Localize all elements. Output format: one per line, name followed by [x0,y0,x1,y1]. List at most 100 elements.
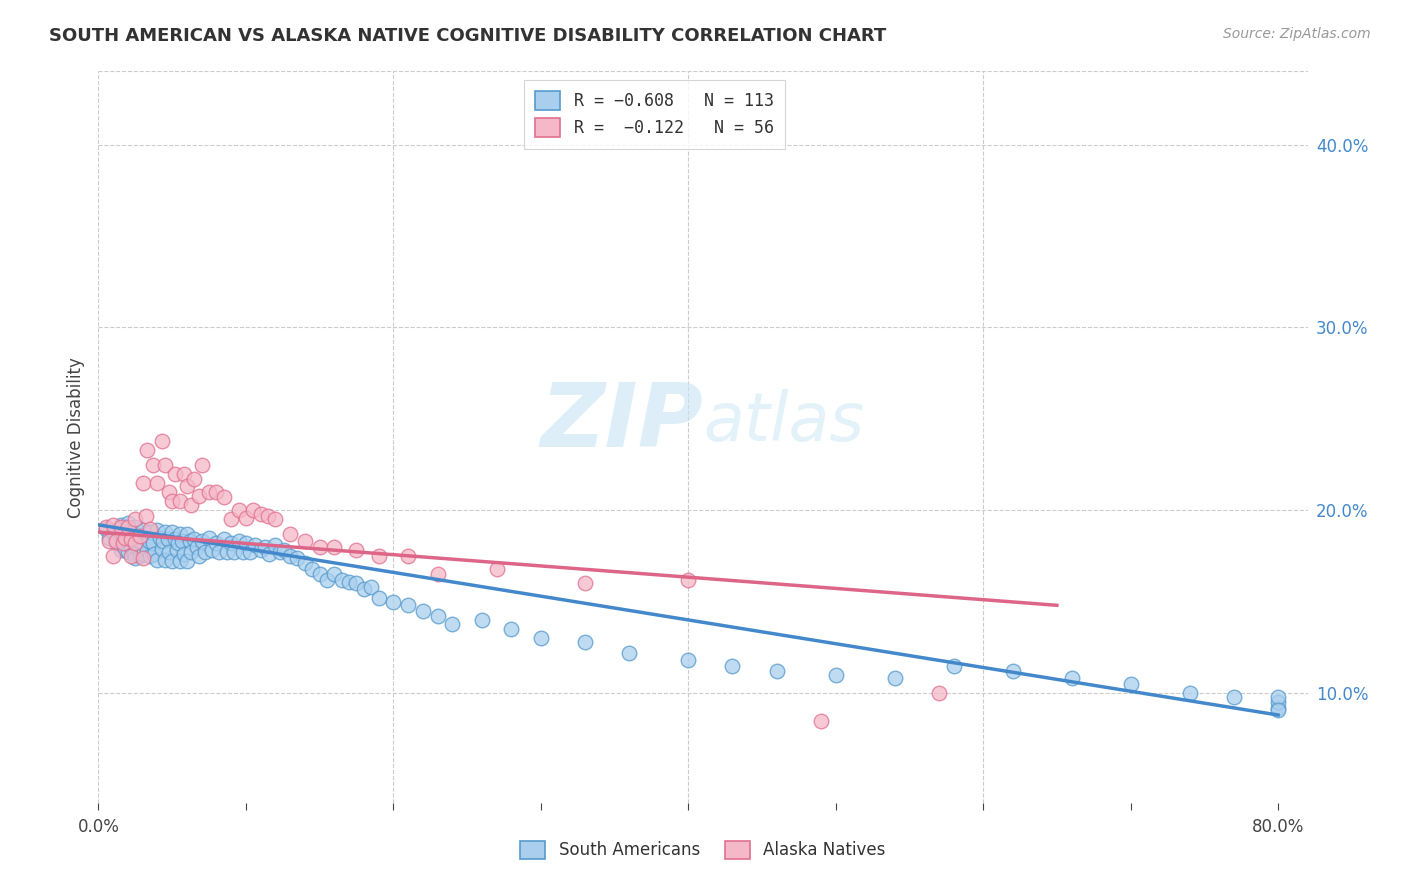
Point [142,458,165,472]
Point [146,552,169,566]
Point [112,529,135,543]
Point [301,562,323,576]
Point [169,527,191,541]
Point [273,543,295,558]
Point [678,573,700,587]
Point [165,467,187,481]
Point [337,574,360,589]
Point [316,573,339,587]
Point [249,543,271,558]
Point [128,534,150,549]
Text: Source: ZipAtlas.com: Source: ZipAtlas.com [1223,27,1371,41]
Point [157,485,180,500]
Point [101,525,124,540]
Point [1178,686,1201,700]
Point [142,536,165,550]
Point [264,538,287,552]
Point [160,525,183,540]
Point [183,533,205,547]
Point [249,507,271,521]
Point [167,536,190,550]
Point [382,594,405,608]
Point [222,545,245,559]
Point [232,545,254,559]
Point [212,491,235,505]
Point [186,540,208,554]
Point [150,434,173,448]
Point [121,533,143,547]
Point [574,635,596,649]
Point [173,547,195,561]
Point [150,541,173,556]
Point [278,527,301,541]
Point [169,494,191,508]
Point [146,475,169,490]
Point [117,519,139,533]
Point [471,613,494,627]
Point [308,567,330,582]
Point [131,524,153,538]
Point [1060,672,1083,686]
Point [278,549,301,563]
Text: atlas: atlas [703,390,865,456]
Point [124,550,146,565]
Point [157,545,180,559]
Point [176,479,198,493]
Point [810,714,832,728]
Legend: South Americans, Alaska Natives: South Americans, Alaska Natives [512,832,894,868]
Point [323,540,346,554]
Point [173,467,195,481]
Point [942,658,965,673]
Point [530,632,553,646]
Point [149,531,172,545]
Point [208,545,231,559]
Point [131,547,153,561]
Point [360,580,382,594]
Point [194,545,217,559]
Point [117,516,139,530]
Point [242,503,264,517]
Point [396,599,419,613]
Point [239,545,262,559]
Point [254,540,277,554]
Point [160,494,183,508]
Text: SOUTH AMERICAN VS ALASKA NATIVE COGNITIVE DISABILITY CORRELATION CHART: SOUTH AMERICAN VS ALASKA NATIVE COGNITIV… [49,27,886,45]
Point [172,534,194,549]
Point [97,534,120,549]
Point [128,549,150,563]
Point [883,672,905,686]
Point [824,667,846,681]
Point [127,529,149,543]
Point [235,536,257,550]
Point [721,658,744,673]
Point [396,549,419,563]
Point [308,540,330,554]
Point [105,536,128,550]
Point [139,521,162,535]
Point [259,547,281,561]
Point [139,549,162,563]
Point [127,541,149,556]
Point [153,458,176,472]
Point [574,576,596,591]
Point [198,485,221,500]
Point [183,472,205,486]
Point [187,489,209,503]
Point [219,536,242,550]
Point [1267,700,1289,714]
Point [1267,702,1289,716]
Point [180,545,202,559]
Point [412,604,434,618]
Point [138,534,160,549]
Point [146,524,169,538]
Point [205,485,228,500]
Point [101,549,124,563]
Point [190,534,212,549]
Point [131,550,153,565]
Point [485,562,508,576]
Point [117,545,139,559]
Point [152,534,174,549]
Point [187,549,209,563]
Point [190,458,212,472]
Point [153,525,176,540]
